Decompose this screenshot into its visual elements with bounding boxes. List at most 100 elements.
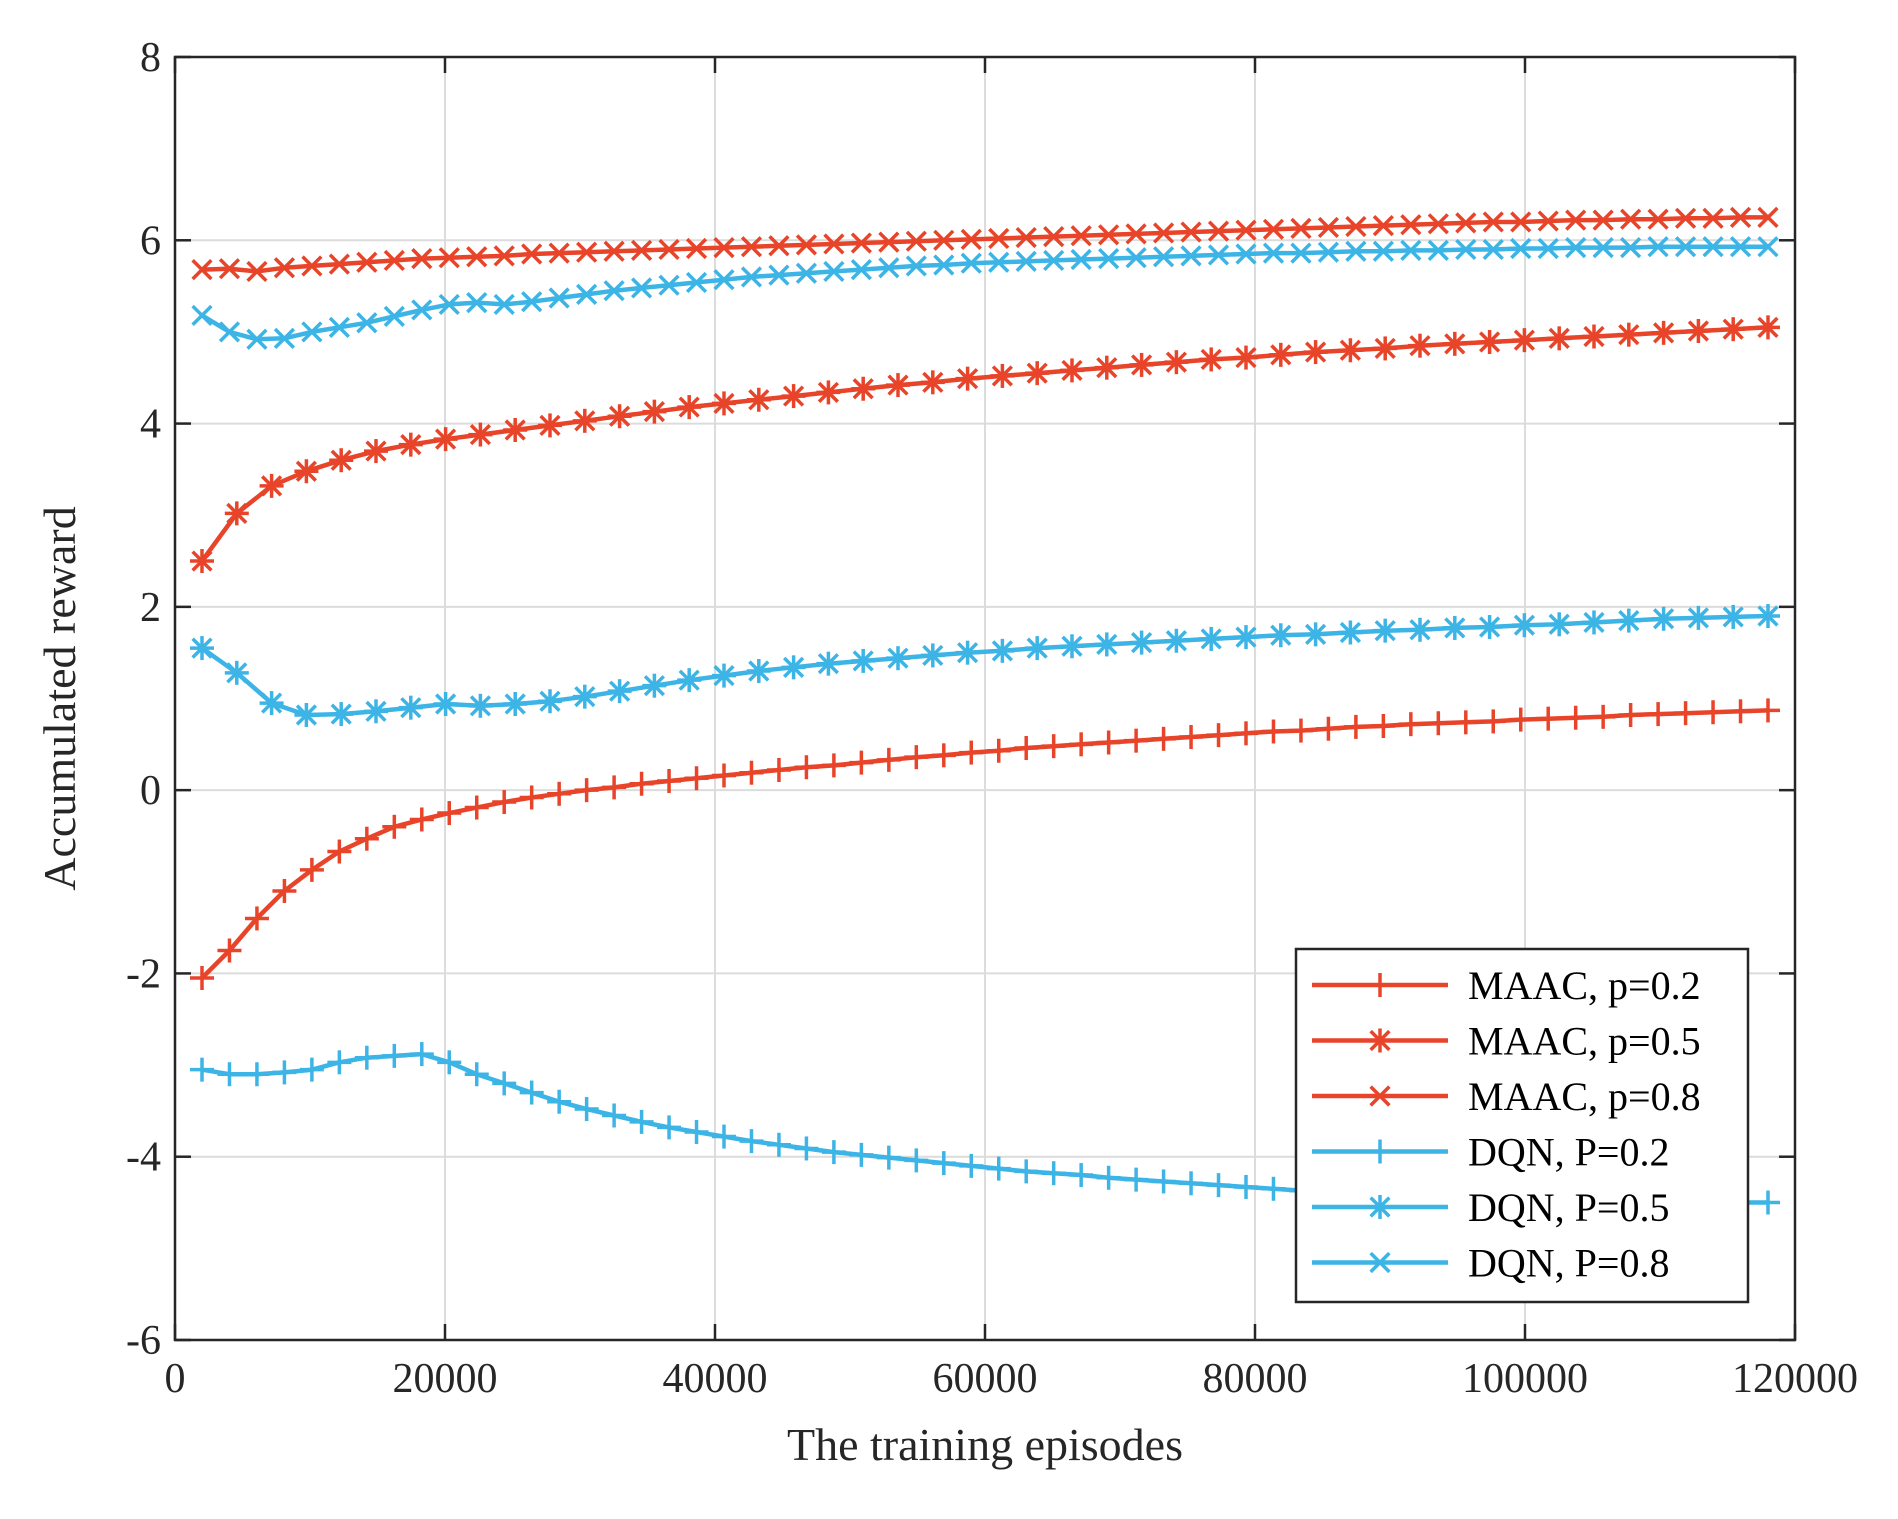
marker-stroke [957,642,979,664]
marker-stroke [905,255,927,277]
marker-stroke [1070,225,1092,247]
data-point [521,291,543,313]
marker-stroke [1235,219,1257,241]
data-point [329,702,354,727]
marker-stroke [493,245,515,267]
marker-stroke [356,312,378,334]
data-point [1482,238,1504,261]
legend-swatch-marker [1368,1139,1392,1164]
data-point [878,257,900,279]
marker-stroke [1290,217,1312,239]
data-point [1651,606,1676,631]
data-point [1303,340,1328,365]
marker-stroke [576,283,598,305]
marker-stroke [1270,624,1292,646]
legend-label: MAAC, p=0.5 [1468,1019,1701,1064]
data-point [1646,702,1671,727]
data-point [1015,226,1037,249]
data-point [1620,208,1642,230]
marker-stroke [1165,630,1187,652]
marker-stroke [435,693,457,715]
marker-stroke [574,686,596,708]
data-point [466,292,488,314]
data-point [273,327,296,349]
data-point [904,745,929,770]
data-point [493,293,515,316]
data-point [1372,215,1394,237]
data-point [466,246,488,268]
marker-stroke [850,259,872,281]
legend-entry: MAAC, p=0.8 [1312,1074,1701,1119]
data-point [1124,1167,1149,1192]
data-point [850,259,872,281]
marker-stroke [1061,359,1083,382]
marker-stroke [1207,220,1230,242]
data-point [492,1071,517,1096]
marker-stroke [1702,207,1724,229]
data-point [1729,236,1752,258]
data-point [746,659,771,684]
data-point [1180,221,1202,243]
data-point [1702,236,1724,258]
marker-stroke [1200,628,1222,650]
marker-stroke [1647,208,1669,230]
marker-stroke [521,243,543,265]
data-point [1345,240,1367,262]
marker-stroke [1026,362,1048,384]
marker-stroke [574,410,596,432]
marker-stroke [1592,209,1614,231]
marker-stroke [1702,236,1724,258]
data-point [886,373,910,398]
marker-stroke [1548,613,1570,635]
data-point [1179,724,1204,749]
marker-stroke [1620,237,1642,259]
marker-stroke [823,260,845,283]
marker-stroke [1235,243,1257,265]
data-point [1345,215,1367,238]
data-point [1234,721,1258,746]
data-point [630,277,653,299]
y-tick-label: 0 [140,768,161,814]
marker-stroke [630,277,653,299]
marker-stroke [1345,215,1367,238]
data-point [327,839,352,864]
marker-stroke [1687,320,1709,342]
y-tick-label: 2 [140,585,161,631]
data-point [677,395,702,420]
marker-stroke [1345,240,1367,262]
data-point [1206,1173,1231,1198]
data-point [1268,623,1293,648]
data-point [1674,207,1697,229]
legend-entry: MAAC, p=0.2 [1312,963,1701,1008]
data-point [1014,1159,1039,1184]
data-point [795,234,818,256]
data-point [1512,613,1537,638]
data-point [503,691,528,716]
data-point [1152,222,1175,244]
data-point [1041,1161,1066,1186]
data-point [1592,209,1614,231]
marker-stroke [603,280,625,302]
data-point [990,363,1015,388]
legend-entry: DQN, P=0.2 [1312,1130,1669,1175]
data-point [1025,636,1050,661]
data-point [1756,1190,1780,1215]
legend-label: DQN, P=0.8 [1468,1241,1669,1286]
marker-stroke [991,640,1013,662]
marker-stroke [1482,238,1504,261]
data-point [1096,730,1121,755]
data-point [795,262,818,284]
marker-stroke [823,233,845,255]
data-point [1235,243,1257,265]
data-point [602,1103,627,1128]
data-point [1547,326,1572,351]
data-point [1288,718,1313,743]
series-6 [191,236,1779,350]
marker-stroke [435,428,457,450]
marker-stroke [1548,327,1570,349]
data-point [493,245,515,267]
data-point [1565,237,1587,259]
data-point [1512,328,1537,353]
data-point [1565,209,1587,231]
data-point [354,826,379,851]
